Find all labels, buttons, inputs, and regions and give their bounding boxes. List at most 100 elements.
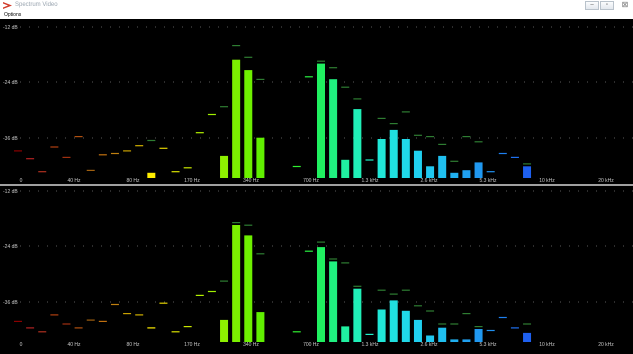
frequency-label: 5.3 kHz — [480, 342, 497, 348]
band-bar — [353, 109, 362, 178]
band-bar — [438, 327, 447, 342]
band-bar — [401, 139, 410, 178]
peak-marker — [523, 323, 532, 325]
peak-marker — [232, 222, 241, 224]
peak-marker — [365, 159, 374, 161]
close-button[interactable]: ⊠ — [621, 0, 629, 9]
frequency-label: 1.3 kHz — [362, 342, 379, 348]
peak-marker — [462, 313, 471, 315]
maximize-button[interactable]: ▫ — [600, 1, 614, 10]
peak-marker — [62, 323, 71, 325]
band-bar — [401, 310, 410, 342]
frequency-label: 0 — [20, 342, 23, 348]
peak-marker — [220, 106, 229, 108]
peak-marker — [86, 319, 95, 321]
app-logo-icon — [3, 2, 12, 9]
peak-marker — [450, 160, 459, 162]
band-bar — [329, 79, 338, 178]
db-label: -12 dB — [3, 25, 18, 31]
peak-marker — [341, 262, 350, 264]
frequency-label: 5.3 kHz — [480, 178, 497, 184]
peak-marker — [523, 163, 532, 165]
spectrum-panel-bottom: -12 dB -24 dB -36 dB 0 40 Hz 80 Hz 170 Hz 340 H… — [3, 189, 633, 348]
band-bar — [244, 70, 253, 178]
peak-marker — [135, 145, 144, 147]
peak-marker — [317, 241, 325, 243]
peak-marker — [389, 123, 398, 125]
band-bar — [256, 312, 265, 342]
peak-marker — [159, 147, 168, 149]
peak-marker — [26, 158, 35, 160]
db-label: -24 dB — [3, 80, 18, 86]
band-bar — [389, 300, 398, 342]
band-bar — [413, 319, 422, 342]
peak-marker — [486, 171, 495, 173]
menu-options[interactable]: Options — [4, 12, 22, 18]
peak-marker — [498, 152, 507, 155]
band-bar — [462, 339, 471, 342]
peak-marker — [304, 250, 313, 252]
peak-marker — [438, 323, 447, 325]
peak-marker — [474, 141, 483, 143]
title-bar: Spectrum Video – ▫ ⊠ — [0, 0, 633, 11]
band-bar — [329, 261, 338, 342]
peak-marker — [195, 294, 204, 296]
band-bar — [256, 137, 265, 178]
peak-marker — [317, 60, 325, 62]
peak-marker — [50, 146, 59, 148]
spectrum-display: -12 dB -24 dB -36 dB 0 40 Hz 80 Hz 170 Hz 340 H… — [0, 19, 633, 354]
peak-marker — [329, 67, 338, 69]
peak-marker — [498, 316, 507, 319]
db-label: -12 dB — [3, 189, 18, 195]
frequency-label: 170 Hz — [184, 178, 200, 184]
band-bar — [462, 170, 471, 178]
band-bar — [523, 332, 532, 342]
frequency-label: 2.6 kHz — [421, 342, 438, 348]
band-bar — [474, 329, 483, 342]
peak-marker — [98, 154, 107, 156]
peak-marker — [244, 224, 253, 226]
peak-marker — [195, 132, 204, 134]
band-bar — [450, 172, 459, 178]
frequency-label: 340 Hz — [243, 342, 259, 348]
band-bar — [438, 155, 447, 178]
peak-marker — [98, 320, 107, 322]
band-bar — [317, 63, 325, 178]
peak-marker — [401, 289, 410, 291]
peak-marker — [377, 117, 386, 119]
peak-marker — [123, 150, 132, 152]
peak-marker — [14, 320, 22, 322]
minimize-button[interactable]: – — [585, 1, 599, 10]
peak-marker — [510, 327, 519, 329]
peak-marker — [50, 314, 59, 316]
peak-marker — [135, 314, 144, 316]
peak-marker — [426, 310, 435, 312]
band-bar — [317, 247, 325, 342]
frequency-label: 2.6 kHz — [421, 178, 438, 184]
frequency-label: 1.3 kHz — [362, 178, 379, 184]
peak-marker — [256, 78, 265, 80]
band-bar — [426, 335, 435, 342]
band-bar — [341, 326, 350, 342]
peak-marker — [26, 327, 35, 329]
frequency-label: 0 — [20, 178, 23, 184]
peak-marker — [232, 45, 241, 47]
frequency-label: 40 Hz — [67, 342, 81, 348]
peak-marker — [353, 98, 362, 100]
peak-marker — [147, 139, 156, 142]
peak-marker — [207, 290, 216, 293]
band-bar — [413, 150, 422, 178]
spectrum-background — [0, 19, 633, 354]
db-label: -36 dB — [3, 300, 18, 306]
band-bar — [147, 172, 156, 178]
peak-marker — [74, 327, 83, 329]
peak-marker — [438, 143, 447, 145]
peak-marker — [171, 331, 180, 333]
peak-marker — [329, 258, 338, 260]
frequency-label: 80 Hz — [126, 342, 140, 348]
peak-marker — [365, 333, 374, 335]
band-bar — [232, 225, 241, 342]
band-bar — [341, 159, 350, 178]
peak-marker — [426, 136, 435, 138]
band-bar — [523, 166, 532, 178]
